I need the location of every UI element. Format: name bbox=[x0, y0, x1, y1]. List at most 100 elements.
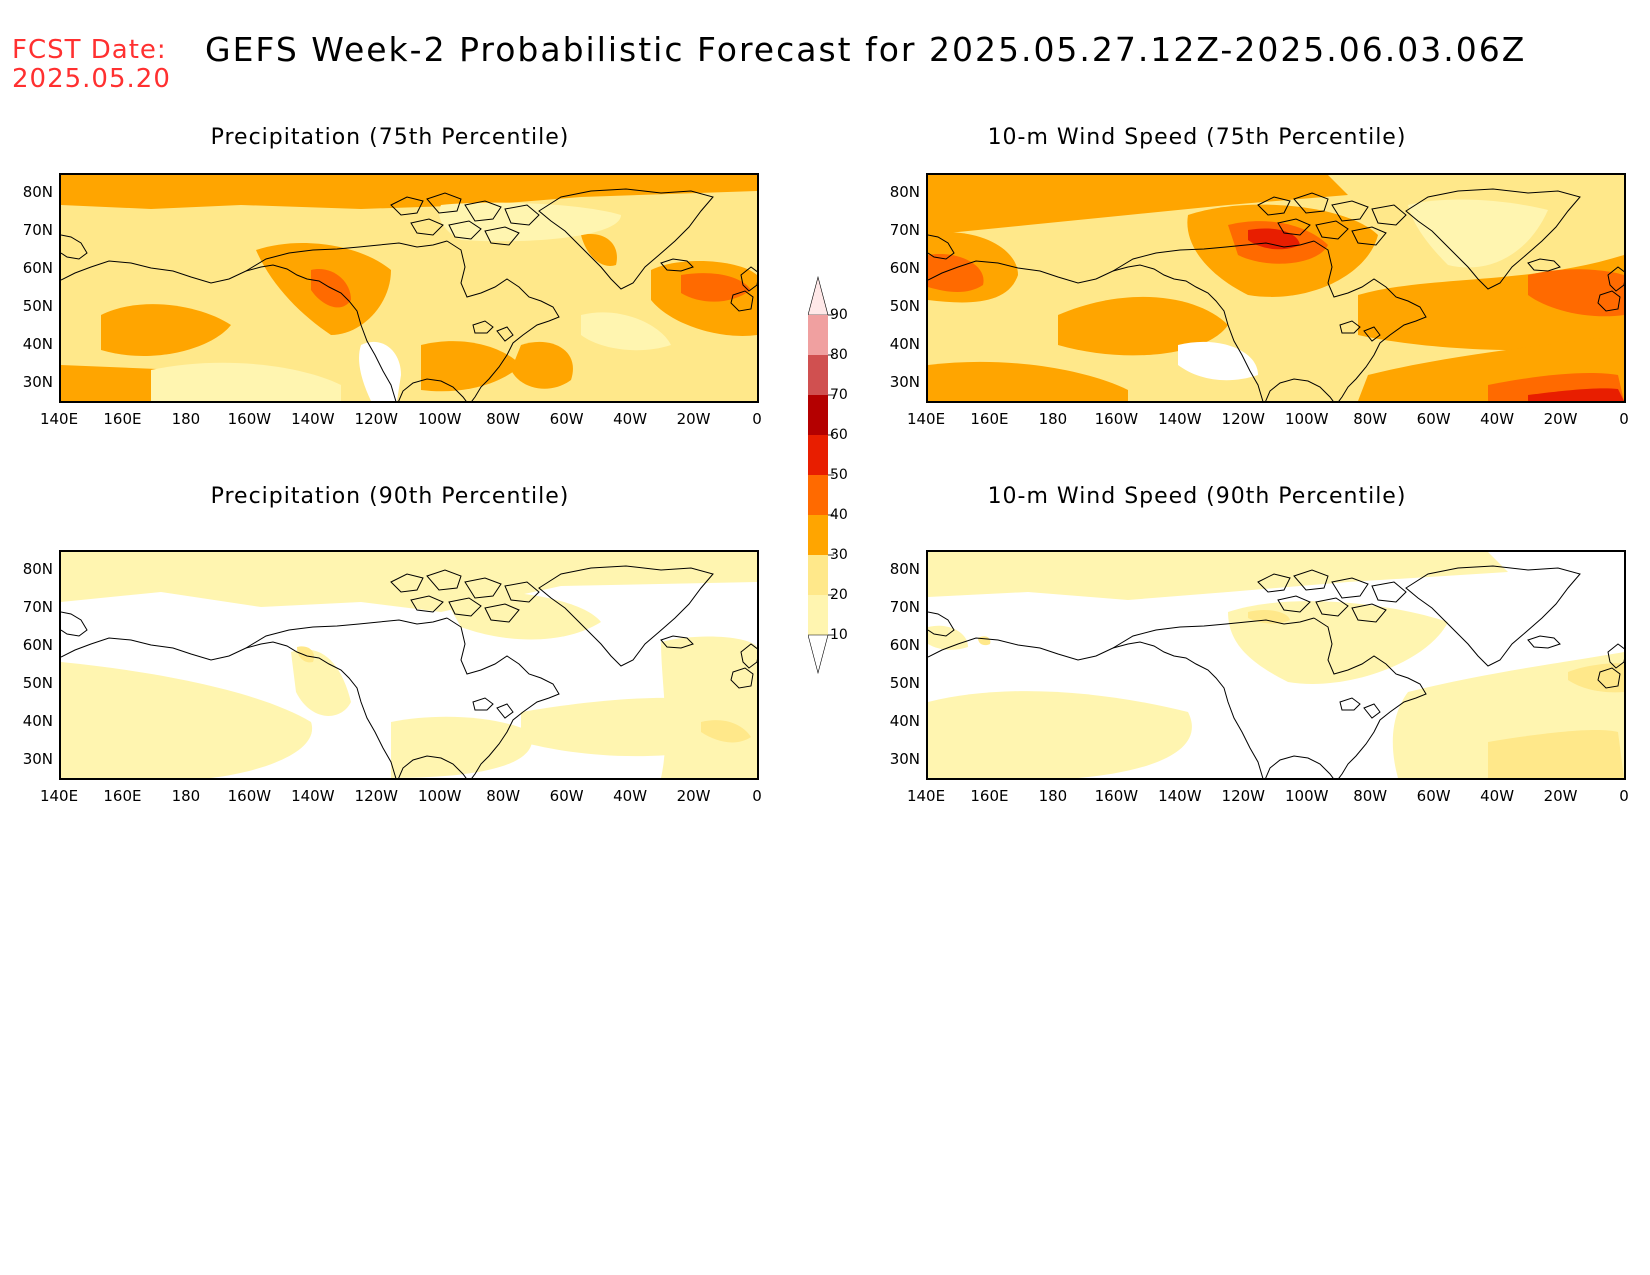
coastlines bbox=[928, 565, 1624, 778]
lat-tick-label: 50N bbox=[22, 674, 53, 692]
lon-tick-label: 140E bbox=[906, 410, 946, 428]
lon-tick-label: 0 bbox=[1619, 410, 1629, 428]
lat-tick-label: 40N bbox=[22, 712, 53, 730]
lat-tick-label: 60N bbox=[889, 636, 920, 654]
colorbar-swatch bbox=[808, 435, 828, 475]
lon-tick-label: 40W bbox=[1480, 787, 1515, 805]
lon-tick-label: 0 bbox=[1619, 787, 1629, 805]
lon-tick-label: 60W bbox=[1416, 787, 1451, 805]
lon-tick-label: 120W bbox=[354, 787, 398, 805]
lon-tick-label: 160W bbox=[227, 787, 272, 805]
page-title: GEFS Week-2 Probabilistic Forecast for 2… bbox=[205, 30, 1527, 69]
colorbar-tick-label: 40 bbox=[830, 507, 848, 523]
lon-tick-label: 80W bbox=[1353, 410, 1388, 428]
lon-tick-label: 40W bbox=[1480, 410, 1515, 428]
panel-title-wind-75: 10-m Wind Speed (75th Percentile) bbox=[987, 125, 1407, 150]
lon-tick-label: 140E bbox=[906, 787, 946, 805]
lon-tick-label: 140E bbox=[39, 410, 79, 428]
lon-tick-label: 100W bbox=[417, 410, 462, 428]
lat-tick-label: 30N bbox=[889, 750, 920, 768]
lon-tick-label: 140W bbox=[291, 410, 335, 428]
lon-tick-label: 80W bbox=[1353, 787, 1388, 805]
colorbar-tick-label: 50 bbox=[830, 467, 848, 483]
lon-tick-label: 60W bbox=[549, 787, 584, 805]
colorbar-swatch bbox=[808, 475, 828, 515]
lat-tick-label: 40N bbox=[889, 712, 920, 730]
map-precip-90 bbox=[59, 550, 759, 780]
map-canvas bbox=[928, 552, 1624, 778]
panel-title-precip-90: Precipitation (90th Percentile) bbox=[210, 484, 570, 509]
lon-tick-label: 100W bbox=[417, 787, 462, 805]
lat-tick-label: 40N bbox=[889, 335, 920, 353]
lon-tick-label: 20W bbox=[676, 787, 711, 805]
map-canvas bbox=[61, 552, 757, 778]
panel-title-wind-90: 10-m Wind Speed (90th Percentile) bbox=[987, 484, 1407, 509]
lat-tick-label: 30N bbox=[889, 373, 920, 391]
lon-tick-label: 160E bbox=[970, 410, 1009, 428]
lon-tick-label: 80W bbox=[486, 410, 521, 428]
lon-tick-label: 180 bbox=[171, 410, 201, 428]
lon-tick-label: 160W bbox=[1094, 410, 1139, 428]
colorbar-tick-label: 90 bbox=[830, 307, 848, 323]
lon-tick-label: 20W bbox=[1543, 787, 1578, 805]
colorbar-tick-label: 20 bbox=[830, 587, 848, 603]
lon-tick-label: 20W bbox=[1543, 410, 1578, 428]
coastlines bbox=[928, 188, 1624, 401]
lat-tick-label: 80N bbox=[889, 183, 920, 201]
forecast-date: FCST Date: 2025.05.20 bbox=[12, 36, 171, 94]
lon-tick-label: 0 bbox=[752, 410, 762, 428]
lat-tick-label: 60N bbox=[22, 636, 53, 654]
forecast-date-value: 2025.05.20 bbox=[12, 64, 171, 94]
lat-tick-label: 70N bbox=[22, 221, 53, 239]
lon-tick-label: 140W bbox=[291, 787, 335, 805]
lat-tick-label: 60N bbox=[22, 259, 53, 277]
coastlines bbox=[61, 188, 757, 401]
lon-tick-label: 140W bbox=[1158, 787, 1202, 805]
lat-tick-label: 70N bbox=[22, 598, 53, 616]
lat-tick-label: 50N bbox=[22, 297, 53, 315]
lon-tick-label: 60W bbox=[549, 410, 584, 428]
lon-tick-label: 160E bbox=[970, 787, 1009, 805]
lon-tick-label: 140W bbox=[1158, 410, 1202, 428]
lon-tick-label: 40W bbox=[613, 410, 648, 428]
lon-tick-label: 60W bbox=[1416, 410, 1451, 428]
lat-tick-label: 80N bbox=[22, 183, 53, 201]
lon-tick-label: 80W bbox=[486, 787, 521, 805]
colorbar-top-arrow bbox=[808, 275, 829, 316]
coastlines bbox=[61, 565, 757, 778]
colorbar-swatch bbox=[808, 595, 828, 635]
map-precip-75 bbox=[59, 173, 759, 403]
forecast-date-label: FCST Date: bbox=[12, 35, 167, 65]
lat-tick-label: 30N bbox=[22, 373, 53, 391]
lon-tick-label: 100W bbox=[1284, 787, 1329, 805]
lat-tick-label: 80N bbox=[22, 560, 53, 578]
lat-tick-label: 50N bbox=[889, 297, 920, 315]
lat-tick-label: 80N bbox=[889, 560, 920, 578]
colorbar-swatch bbox=[808, 515, 828, 555]
lon-tick-label: 120W bbox=[1221, 787, 1265, 805]
lon-tick-label: 180 bbox=[1038, 787, 1068, 805]
lon-tick-label: 20W bbox=[676, 410, 711, 428]
map-canvas bbox=[61, 175, 757, 401]
lon-tick-label: 0 bbox=[752, 787, 762, 805]
colorbar-tick-label: 80 bbox=[830, 347, 848, 363]
map-wind-90 bbox=[926, 550, 1626, 780]
colorbar-tick-label: 10 bbox=[830, 627, 848, 643]
colorbar-tick-label: 30 bbox=[830, 547, 848, 563]
lon-tick-label: 40W bbox=[613, 787, 648, 805]
lon-tick-label: 100W bbox=[1284, 410, 1329, 428]
lon-tick-label: 160E bbox=[103, 787, 142, 805]
map-canvas bbox=[928, 175, 1624, 401]
lat-tick-label: 70N bbox=[889, 221, 920, 239]
lat-tick-label: 70N bbox=[889, 598, 920, 616]
lat-tick-label: 40N bbox=[22, 335, 53, 353]
colorbar-swatch bbox=[808, 355, 828, 395]
lon-tick-label: 120W bbox=[1221, 410, 1265, 428]
colorbar-tick-label: 60 bbox=[830, 427, 848, 443]
panel-title-precip-75: Precipitation (75th Percentile) bbox=[210, 125, 570, 150]
lon-tick-label: 140E bbox=[39, 787, 79, 805]
lon-tick-label: 180 bbox=[171, 787, 201, 805]
lat-tick-label: 60N bbox=[889, 259, 920, 277]
colorbar-swatch bbox=[808, 315, 828, 355]
lon-tick-label: 180 bbox=[1038, 410, 1068, 428]
